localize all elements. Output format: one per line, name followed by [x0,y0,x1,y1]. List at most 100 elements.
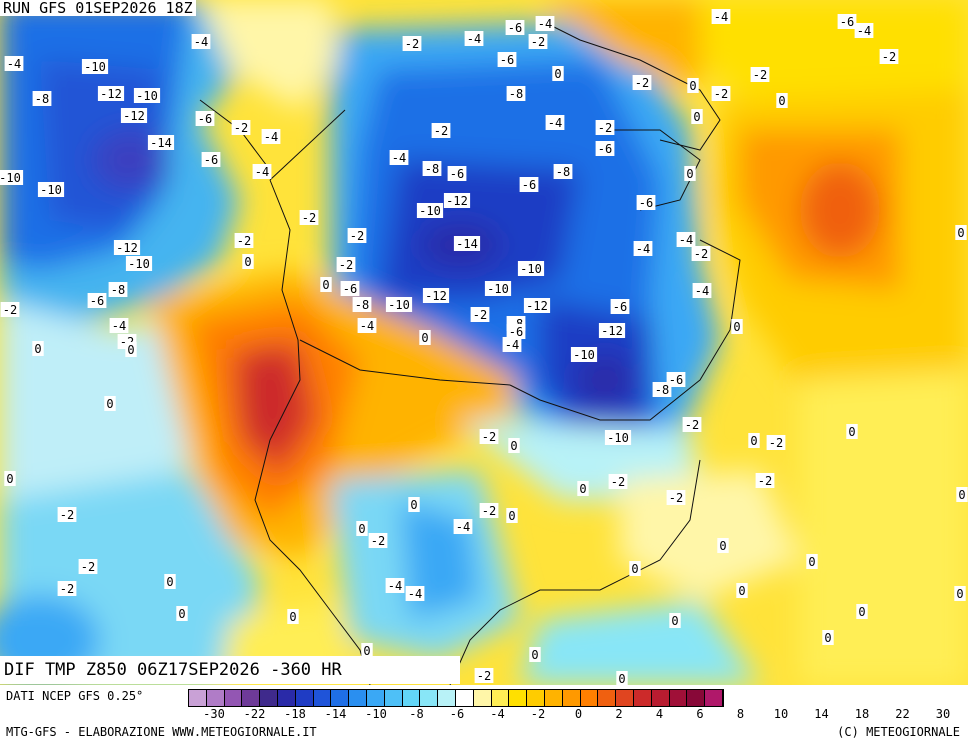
legend-swatch [242,690,261,706]
contour-label: 0 [954,586,966,601]
contour-label: 0 [176,606,188,621]
contour-label: 0 [616,671,628,685]
svg-text:-8: -8 [355,298,369,312]
credit-right: (C) METEOGIORNALE [837,725,960,739]
contour-label: -6 [447,166,467,181]
legend-swatch [580,690,599,706]
svg-text:-6: -6 [204,153,218,167]
contour-label: -6 [505,20,525,35]
contour-label: -2 [474,668,494,683]
svg-text:0: 0 [719,539,726,553]
svg-text:-14: -14 [456,237,478,251]
contour-label: 0 [529,647,541,662]
svg-text:0: 0 [358,522,365,536]
legend-tick: 4 [655,707,664,721]
legend-tick: 0 [574,707,583,721]
contour-label: -6 [201,152,221,167]
svg-text:-2: -2 [635,76,649,90]
contour-label: -14 [453,236,481,251]
contour-label: -12 [120,108,148,123]
svg-text:0: 0 [738,584,745,598]
contour-label: 0 [669,613,681,628]
svg-text:-6: -6 [198,112,212,126]
contour-label: -2 [766,435,786,450]
svg-text:0: 0 [631,562,638,576]
contour-label: -4 [545,115,565,130]
svg-text:-10: -10 [40,183,62,197]
contour-label: -2 [750,67,770,82]
svg-text:-4: -4 [636,242,650,256]
contour-label: -2 [691,246,711,261]
svg-text:-12: -12 [526,299,548,313]
contour-label: -2 [608,474,628,489]
contour-label: -14 [147,135,175,150]
svg-text:-10: -10 [573,348,595,362]
contour-label: -2 [347,228,367,243]
contour-label: -2 [78,559,98,574]
svg-text:-6: -6 [639,196,653,210]
svg-text:-10: -10 [487,282,509,296]
contour-label: -6 [636,195,656,210]
svg-text:-10: -10 [128,257,150,271]
svg-text:-10: -10 [388,298,410,312]
svg-text:-2: -2 [339,258,353,272]
svg-text:0: 0 [693,110,700,124]
svg-text:-6: -6 [669,373,683,387]
svg-text:-4: -4 [408,587,422,601]
svg-text:-2: -2 [769,436,783,450]
legend-swatch [633,690,652,706]
svg-text:-2: -2 [685,418,699,432]
contour-label: -10 [416,203,444,218]
legend-tick: -22 [243,707,266,721]
contour-label: 0 [955,225,967,240]
contour-label: -8 [652,382,672,397]
svg-text:0: 0 [244,255,251,269]
svg-text:0: 0 [289,610,296,624]
legend-swatch [331,690,350,706]
svg-text:-2: -2 [234,121,248,135]
svg-text:-4: -4 [679,233,693,247]
legend-tick: 18 [854,707,870,721]
svg-text:-10: -10 [607,431,629,445]
svg-text:-4: -4 [255,165,269,179]
svg-text:-8: -8 [509,87,523,101]
contour-label: -10 [517,261,545,276]
svg-text:-8: -8 [655,383,669,397]
svg-text:0: 0 [618,672,625,685]
contour-label: -10 [385,297,413,312]
footer: DATI NCEP GFS 0.25° -30 -22 -18 -14 -10 -8 -6-… [0,685,968,745]
legend-tick: 22 [895,707,910,721]
contour-label: -2 [336,257,356,272]
svg-text:0: 0 [34,342,41,356]
contour-label: -2 [431,123,451,138]
contour-label: -8 [553,164,573,179]
legend-swatch [313,690,332,706]
contour-label: 0 [717,538,729,553]
contour-label: 0 [287,609,299,624]
legend-tick: -6 [449,707,465,721]
svg-text:-6: -6 [613,300,627,314]
contour-label: -2 [234,233,254,248]
svg-text:-4: -4 [388,579,402,593]
contour-label: 0 [419,330,431,345]
svg-text:-6: -6 [840,15,854,29]
contour-label: -8 [108,282,128,297]
svg-text:-2: -2 [60,582,74,596]
contour-label: 0 [356,521,368,536]
svg-text:-2: -2 [60,508,74,522]
legend-swatch [473,690,492,706]
legend-swatch [189,690,207,706]
legend-tick: 6 [696,707,704,721]
contour-label: -2 [299,210,319,225]
svg-text:0: 0 [178,607,185,621]
legend-tick: 2 [615,707,623,721]
svg-text:-2: -2 [482,504,496,518]
svg-text:0: 0 [166,575,173,589]
contour-label: -10 [484,281,512,296]
contour-label: -10 [81,59,109,74]
legend-swatch [438,690,456,706]
svg-text:-4: -4 [392,151,406,165]
contour-label: 0 [577,481,589,496]
svg-text:-8: -8 [111,283,125,297]
contour-label: 0 [552,66,564,81]
